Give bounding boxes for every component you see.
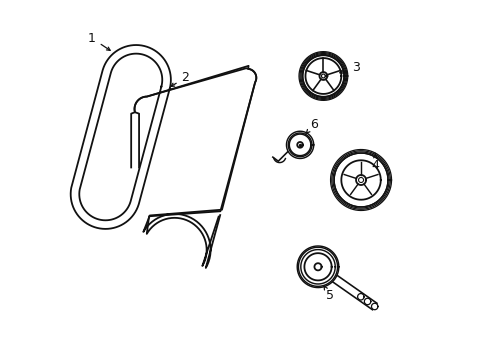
Text: 1: 1 — [88, 32, 110, 50]
Text: 4: 4 — [371, 154, 379, 172]
Text: 5: 5 — [323, 286, 333, 302]
Text: 2: 2 — [171, 71, 189, 86]
Text: 3: 3 — [339, 60, 359, 73]
Text: 6: 6 — [305, 118, 318, 134]
